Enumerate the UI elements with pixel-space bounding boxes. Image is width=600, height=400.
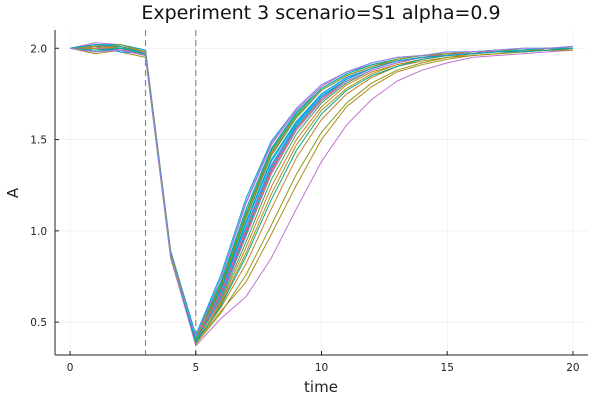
reference-lines [144, 30, 197, 355]
x-axis-label: time [304, 378, 338, 396]
x-tick-label: 15 [441, 362, 454, 374]
x-tick-label: 5 [192, 362, 199, 374]
y-tick-label: 1.5 [30, 135, 47, 147]
series-line [70, 45, 573, 338]
x-tick-label: 20 [566, 362, 579, 374]
y-axis-label: A [4, 187, 22, 198]
y-tick-label: 0.5 [30, 317, 47, 329]
chart-title: Experiment 3 scenario=S1 alpha=0.9 [141, 2, 500, 24]
x-tick-label: 0 [67, 362, 74, 374]
y-tick-label: 2.0 [30, 43, 47, 55]
series-layer [69, 42, 573, 347]
y-tick-label: 1.0 [30, 226, 47, 238]
tick-layer: 0 5 10 15 20 0.5 1.0 1.5 2.0 [30, 43, 579, 374]
x-tick-label: 10 [315, 362, 328, 374]
